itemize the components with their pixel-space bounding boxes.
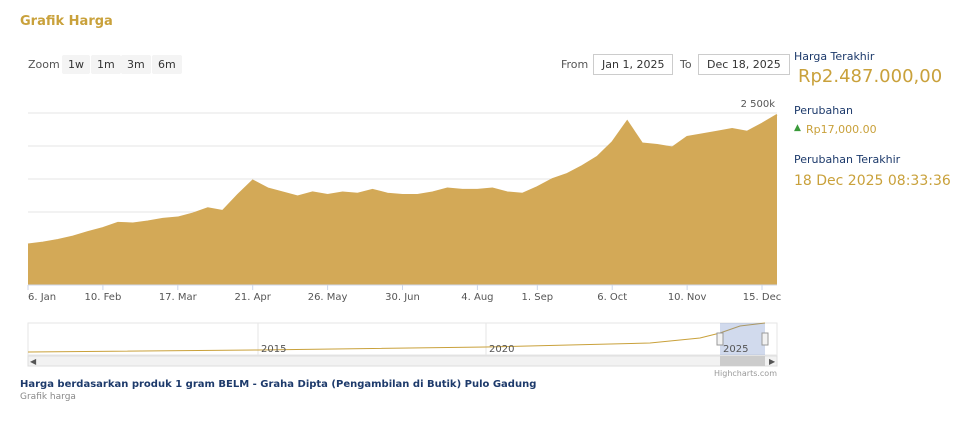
x-tick-label: 15. Dec: [743, 292, 781, 303]
area-line: [27, 114, 778, 246]
zoom-label: Zoom: [28, 58, 60, 71]
area: [28, 114, 777, 285]
credit: Highcharts.com: [714, 369, 777, 378]
change: Rp17,000.00: [806, 123, 877, 136]
scroll-left[interactable]: ◀: [30, 357, 37, 366]
navigator-label: 2025: [723, 344, 748, 355]
navigator-label: 2015: [261, 344, 286, 355]
from-label: From: [561, 58, 589, 71]
last-change: 18 Dec 2025 08:33:36: [794, 173, 951, 189]
from-input[interactable]: Jan 1, 2025: [593, 54, 674, 75]
last-change-label: Perubahan Terakhir: [794, 153, 901, 166]
x-tick-label: 6. Jan: [28, 292, 56, 303]
navigator-selection[interactable]: [720, 323, 765, 355]
scroll-right[interactable]: ▶: [769, 357, 776, 366]
caption-subtitle: Grafik harga: [20, 392, 76, 402]
navigator-handle[interactable]: [716, 332, 724, 346]
to-input[interactable]: Dec 18, 2025: [698, 54, 790, 75]
zoom-button[interactable]: 6m: [152, 55, 182, 74]
up-arrow: ▲: [794, 123, 801, 133]
x-tick-label: 17. Mar: [159, 292, 198, 303]
scrollbar[interactable]: [27, 355, 778, 367]
x-tick-label: 26. May: [308, 292, 348, 303]
last-price: Rp2.487.000,00: [798, 66, 943, 87]
x-tick-label: 10. Nov: [668, 292, 707, 303]
x-tick-label: 1. Sep: [522, 292, 554, 303]
x-tick-label: 21. Apr: [235, 292, 272, 303]
navigator-line: [27, 322, 766, 353]
zoom-button[interactable]: 1m: [91, 55, 121, 74]
last-price-label: Harga Terakhir: [794, 50, 875, 63]
y-tick-label: 2 500k: [741, 99, 776, 110]
to-label: To: [680, 58, 692, 71]
zoom-button[interactable]: 1w: [62, 55, 90, 74]
navigator: [27, 322, 778, 356]
change-label: Perubahan: [794, 104, 853, 117]
navigator-handle[interactable]: [761, 332, 769, 346]
scrollbar-thumb[interactable]: [720, 356, 765, 366]
x-tick-label: 6. Oct: [597, 292, 627, 303]
zoom-button[interactable]: 3m: [121, 55, 151, 74]
caption-title: Harga berdasarkan produk 1 gram BELM - G…: [20, 379, 537, 390]
navigator-label: 2020: [489, 344, 514, 355]
x-tick-label: 30. Jun: [385, 292, 420, 303]
x-tick-label: 10. Feb: [85, 292, 122, 303]
title: Grafik Harga: [20, 14, 113, 29]
x-tick-label: 4. Aug: [461, 292, 493, 303]
